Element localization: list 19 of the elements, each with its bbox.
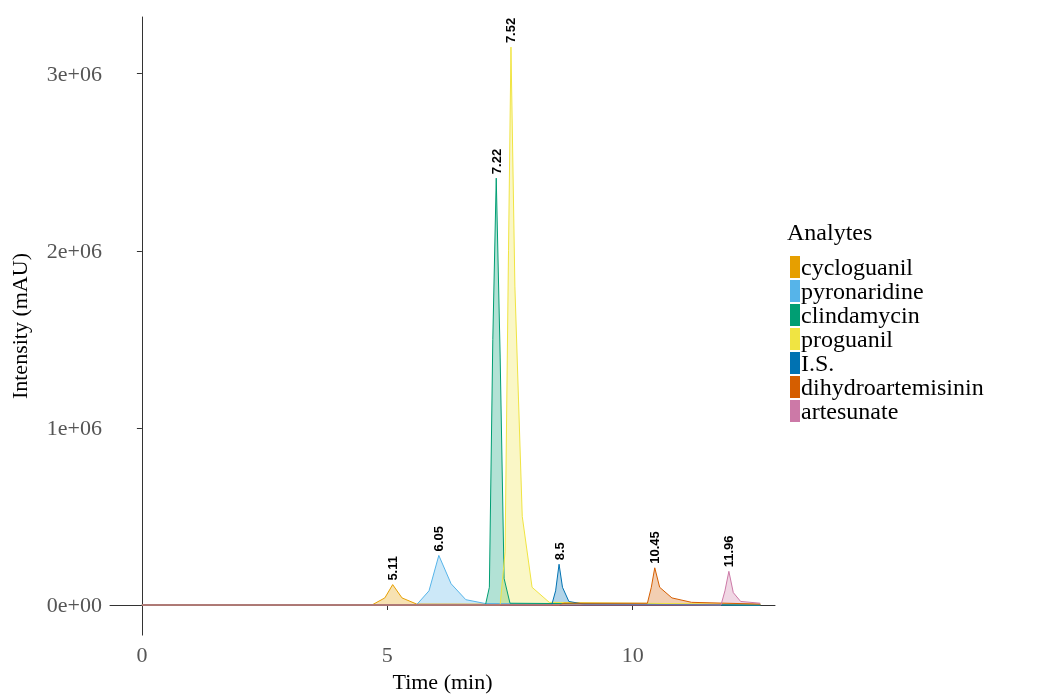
y-tick-label: 3e+06: [46, 61, 102, 87]
annotation: 6.05: [431, 526, 447, 552]
y-axis-title: Intensity (mAU): [6, 253, 32, 400]
legend-label: cycloguanil: [801, 254, 914, 280]
legend-title: Analytes: [787, 219, 873, 245]
x-axis-title: Time (min): [392, 668, 493, 694]
annotation: 5.11: [385, 556, 401, 581]
x-tick-label: 0: [136, 641, 148, 667]
annotation: 8.5: [551, 542, 567, 561]
x-tick-label: 5: [381, 641, 393, 667]
annotation: 11.96: [721, 535, 737, 568]
x-tick-label: 10: [621, 641, 644, 667]
y-tick-label: 0e+00: [46, 592, 102, 618]
legend-label: dihydroartemisinin: [801, 374, 984, 400]
y-tick-label: 2e+06: [46, 238, 102, 264]
annotation: 7.52: [503, 17, 519, 44]
y-tick-label: 1e+06: [46, 415, 102, 441]
annotation: 7.22: [488, 148, 504, 175]
annotation: 10.45: [647, 531, 663, 564]
